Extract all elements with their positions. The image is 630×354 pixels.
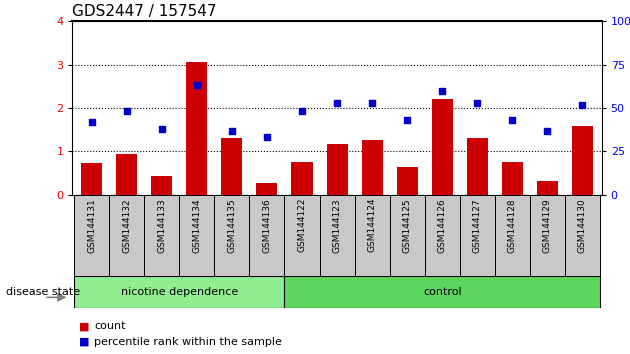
Text: disease state: disease state — [6, 287, 81, 297]
Bar — [572, 126, 593, 195]
Text: GSM144123: GSM144123 — [333, 198, 341, 253]
Bar — [151, 177, 173, 195]
Text: nicotine dependence: nicotine dependence — [121, 287, 238, 297]
Bar — [221, 138, 243, 195]
Bar — [362, 141, 382, 195]
Bar — [319, 195, 355, 276]
Bar — [214, 195, 249, 276]
Bar — [256, 183, 277, 195]
Bar — [565, 195, 600, 276]
Bar — [180, 195, 214, 276]
Bar — [432, 99, 453, 195]
Text: GSM144134: GSM144134 — [192, 198, 202, 253]
Bar — [355, 195, 389, 276]
Bar — [389, 195, 425, 276]
Point — [122, 109, 132, 114]
Bar — [501, 162, 523, 195]
Text: GSM144122: GSM144122 — [297, 198, 307, 252]
Text: GSM144124: GSM144124 — [367, 198, 377, 252]
Point — [367, 100, 377, 105]
Point — [577, 102, 587, 107]
Point — [192, 82, 202, 88]
Text: ■: ■ — [79, 337, 89, 347]
Bar — [495, 195, 530, 276]
Text: GSM144131: GSM144131 — [87, 198, 96, 253]
Text: GSM144128: GSM144128 — [508, 198, 517, 253]
Text: GSM144130: GSM144130 — [578, 198, 587, 253]
Bar — [109, 195, 144, 276]
Text: GSM144133: GSM144133 — [158, 198, 166, 253]
Bar — [285, 195, 319, 276]
Text: percentile rank within the sample: percentile rank within the sample — [94, 337, 282, 347]
Text: GDS2447 / 157547: GDS2447 / 157547 — [72, 4, 217, 19]
Text: GSM144132: GSM144132 — [122, 198, 131, 253]
Point — [507, 117, 517, 123]
Text: GSM144129: GSM144129 — [543, 198, 552, 253]
Text: count: count — [94, 321, 126, 331]
Bar — [460, 195, 495, 276]
Point — [262, 135, 272, 140]
Text: control: control — [423, 287, 462, 297]
Bar — [144, 195, 180, 276]
Text: GSM144125: GSM144125 — [403, 198, 411, 253]
Point — [402, 117, 412, 123]
Text: ■: ■ — [79, 321, 89, 331]
Bar — [285, 276, 600, 308]
Bar — [530, 195, 565, 276]
Point — [297, 109, 307, 114]
Text: GSM144127: GSM144127 — [472, 198, 482, 253]
Bar — [467, 138, 488, 195]
Bar — [117, 154, 137, 195]
Point — [437, 88, 447, 93]
Bar — [81, 164, 102, 195]
Text: GSM144126: GSM144126 — [438, 198, 447, 253]
Text: GSM144136: GSM144136 — [263, 198, 272, 253]
Bar — [74, 195, 109, 276]
Bar — [74, 276, 285, 308]
Bar — [425, 195, 460, 276]
Bar — [186, 62, 207, 195]
Bar — [537, 181, 558, 195]
Point — [227, 128, 237, 133]
Point — [542, 128, 553, 133]
Point — [332, 100, 342, 105]
Text: GSM144135: GSM144135 — [227, 198, 236, 253]
Point — [87, 119, 97, 125]
Bar — [249, 195, 285, 276]
Point — [472, 100, 483, 105]
Point — [157, 126, 167, 132]
Bar — [292, 162, 312, 195]
Bar — [326, 143, 348, 195]
Bar — [397, 166, 418, 195]
